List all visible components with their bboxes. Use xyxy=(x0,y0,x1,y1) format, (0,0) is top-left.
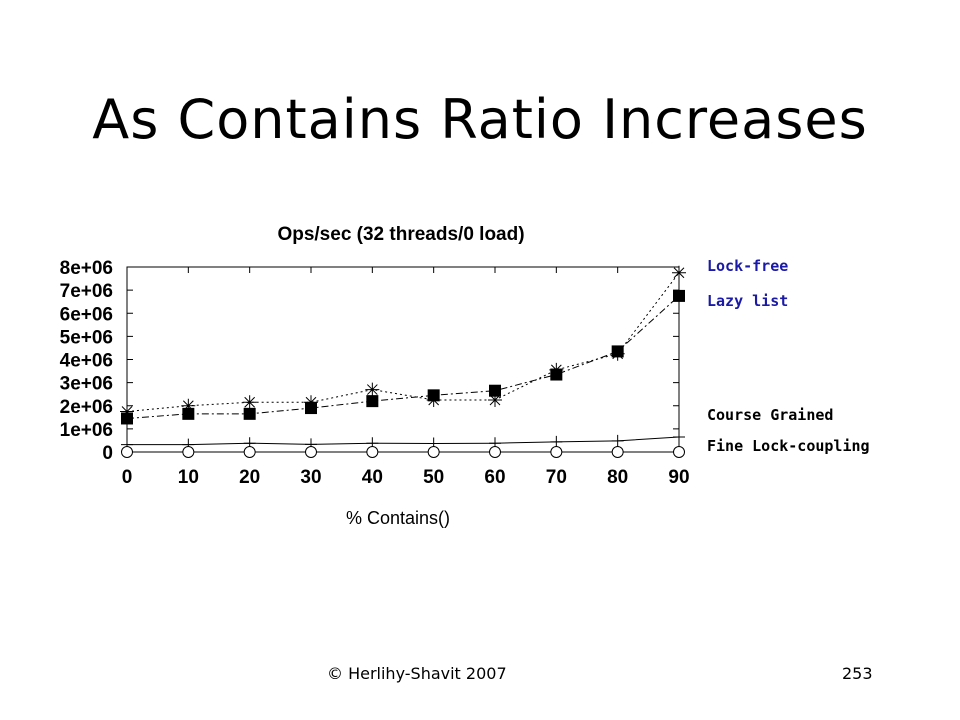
x-tick-label: 10 xyxy=(178,467,199,488)
data-point xyxy=(305,402,317,415)
series-line xyxy=(126,295,680,419)
y-tick-label: 8e+06 xyxy=(60,258,113,279)
x-tick-label: 70 xyxy=(546,467,567,488)
data-point xyxy=(673,446,685,458)
y-tick-label: 5e+06 xyxy=(60,327,113,348)
data-point xyxy=(611,446,624,458)
page-number: 253 xyxy=(842,664,873,683)
data-point xyxy=(182,446,195,458)
slide-title: As Contains Ratio Increases xyxy=(92,88,868,151)
x-tick-label: 0 xyxy=(122,467,133,488)
data-point xyxy=(489,446,501,458)
data-point xyxy=(243,407,256,420)
data-point xyxy=(121,412,133,425)
data-point xyxy=(366,395,379,408)
x-axis-label: % Contains() xyxy=(346,508,450,528)
series-line xyxy=(127,436,680,446)
data-point xyxy=(550,435,563,448)
x-tick-label: 80 xyxy=(607,467,628,488)
y-tick-label: 7e+06 xyxy=(60,281,113,302)
series-fine-lock-coupling xyxy=(121,446,685,458)
data-point xyxy=(673,289,685,302)
data-point xyxy=(182,407,195,420)
x-tick-label: 30 xyxy=(300,467,321,488)
data-point xyxy=(121,446,133,458)
footer-copyright: © Herlihy-Shavit 2007 xyxy=(327,664,507,683)
legend-lazy-list: Lazy list xyxy=(707,292,789,310)
series-lazy-list xyxy=(121,289,685,425)
data-point xyxy=(181,398,196,413)
x-tick-label: 20 xyxy=(239,467,260,488)
x-tick-label: 50 xyxy=(423,467,444,488)
data-point xyxy=(550,368,563,381)
series-lock-free xyxy=(120,265,686,419)
data-point xyxy=(427,389,440,402)
series-line xyxy=(126,272,680,413)
y-tick-label: 3e+06 xyxy=(60,374,113,395)
y-tick-label: 4e+06 xyxy=(60,351,113,372)
data-point xyxy=(489,384,501,397)
data-point xyxy=(242,395,257,410)
legend-course-grained: Course Grained xyxy=(707,406,834,424)
legend-fine-lock-coupling: Fine Lock-coupling xyxy=(707,437,870,455)
data-point xyxy=(365,382,380,397)
data-point xyxy=(673,430,685,443)
data-point xyxy=(120,404,134,419)
x-tick-label: 60 xyxy=(484,467,505,488)
data-point xyxy=(488,392,502,407)
x-tick-label: 40 xyxy=(362,467,383,488)
chart-title: Ops/sec (32 threads/0 load) xyxy=(277,224,524,245)
data-point xyxy=(366,446,379,458)
data-point xyxy=(550,446,563,458)
legend-lock-free: Lock-free xyxy=(707,257,789,275)
data-point xyxy=(611,434,624,447)
data-point xyxy=(672,265,686,280)
data-point xyxy=(427,446,440,458)
x-tick-label: 90 xyxy=(668,467,689,488)
y-tick-label: 1e+06 xyxy=(60,420,113,441)
y-tick-label: 0 xyxy=(102,443,113,464)
y-tick-label: 2e+06 xyxy=(60,397,113,418)
data-point xyxy=(305,446,317,458)
data-point xyxy=(611,345,624,358)
data-point xyxy=(243,446,256,458)
series-course-grained xyxy=(121,430,685,451)
y-tick-label: 6e+06 xyxy=(60,304,113,325)
